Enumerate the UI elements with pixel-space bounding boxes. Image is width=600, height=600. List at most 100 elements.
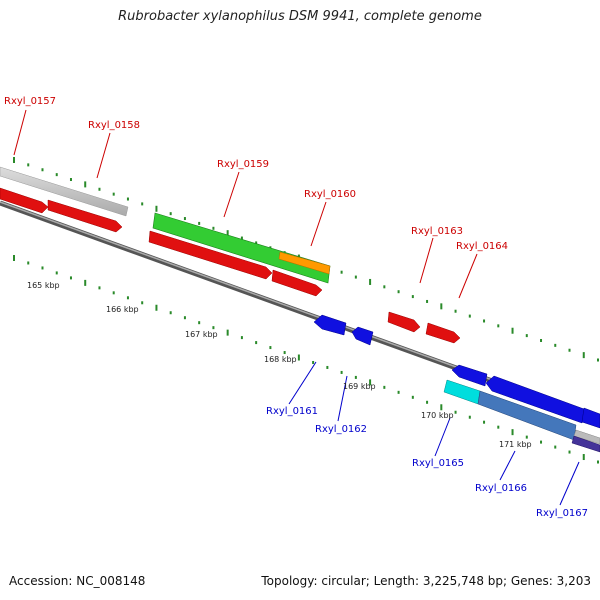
- gene-arrow-rxyl-0161[interactable]: [313, 314, 347, 336]
- minor-tick: [198, 321, 201, 325]
- gene-arrow-rxyl-0165[interactable]: [451, 364, 488, 387]
- gene-arrow-rxyl-0160[interactable]: [148, 230, 273, 280]
- gene-label-rxyl-0161[interactable]: Rxyl_0161: [266, 406, 318, 417]
- minor-tick: [568, 348, 571, 352]
- gene-label-rxyl-0166[interactable]: Rxyl_0166: [475, 483, 527, 494]
- minor-tick: [283, 351, 286, 355]
- major-tick: [84, 181, 87, 188]
- scale-label-170: 170 kbp: [421, 411, 454, 420]
- minor-tick: [468, 314, 471, 318]
- minor-tick: [483, 319, 486, 323]
- minor-tick: [426, 299, 429, 303]
- major-tick: [582, 454, 585, 461]
- accession-text: Accession: NC_008148: [9, 574, 146, 588]
- minor-tick: [383, 285, 386, 289]
- minor-tick: [525, 334, 528, 338]
- gene-arrow-rxyl-0162[interactable]: [351, 326, 374, 346]
- scale-label-165: 165 kbp: [27, 281, 60, 290]
- minor-tick: [525, 435, 528, 439]
- scale-label-166: 166 kbp: [106, 305, 139, 314]
- minor-tick: [454, 309, 457, 313]
- gene-label-rxyl-0167[interactable]: Rxyl_0167: [536, 508, 588, 519]
- minor-tick: [141, 301, 144, 305]
- minor-tick: [126, 197, 129, 201]
- major-tick: [297, 354, 300, 361]
- gene-label-rxyl-0158[interactable]: Rxyl_0158: [88, 120, 140, 131]
- gene-arrow-forward-1[interactable]: [0, 187, 49, 214]
- minor-tick: [98, 286, 101, 290]
- minor-tick: [411, 395, 414, 399]
- major-tick: [155, 304, 158, 311]
- gene-arrow-rxyl-0166[interactable]: [485, 375, 600, 429]
- label-leader-lines: [13, 109, 580, 506]
- minor-tick: [169, 212, 172, 216]
- scale-label-167: 167 kbp: [185, 330, 218, 339]
- tick-row-bottom: [13, 255, 599, 464]
- minor-tick: [497, 324, 500, 328]
- gene-arrow-rxyl-0164[interactable]: [425, 322, 461, 344]
- minor-tick: [198, 221, 201, 225]
- minor-tick: [340, 270, 343, 274]
- minor-tick: [597, 358, 599, 362]
- minor-tick: [169, 311, 172, 315]
- minor-tick: [269, 346, 272, 350]
- major-tick: [582, 352, 585, 359]
- major-tick: [369, 379, 372, 386]
- gene-bar-rxyl-0157[interactable]: [0, 166, 129, 217]
- minor-tick: [255, 241, 258, 245]
- gene-bar-rxyl-0167[interactable]: [443, 379, 600, 453]
- minor-tick: [255, 341, 258, 345]
- minor-tick: [183, 217, 186, 221]
- minor-tick: [55, 271, 58, 275]
- minor-tick: [497, 425, 500, 429]
- major-tick: [226, 329, 229, 336]
- minor-tick: [468, 415, 471, 419]
- minor-tick: [397, 290, 400, 294]
- minor-tick: [597, 460, 599, 464]
- minor-tick: [41, 168, 44, 172]
- gene-arrow-rxyl-0163[interactable]: [387, 311, 421, 333]
- major-tick: [511, 327, 514, 334]
- major-tick: [511, 429, 514, 436]
- minor-tick: [27, 163, 30, 167]
- minor-tick: [41, 266, 44, 270]
- major-tick: [13, 255, 15, 261]
- gene-label-rxyl-0162[interactable]: Rxyl_0162: [315, 424, 367, 435]
- minor-tick: [212, 226, 215, 230]
- map-title: Rubrobacter xylanophilus DSM 9941, compl…: [118, 9, 482, 24]
- minor-tick: [554, 343, 557, 347]
- minor-tick: [69, 178, 72, 182]
- minor-tick: [554, 445, 557, 449]
- minor-tick: [483, 420, 486, 424]
- minor-tick: [183, 316, 186, 320]
- major-tick: [13, 157, 15, 163]
- gene-label-rxyl-0164[interactable]: Rxyl_0164: [456, 241, 508, 252]
- major-tick: [440, 303, 443, 310]
- minor-tick: [55, 173, 58, 177]
- major-tick: [84, 279, 87, 286]
- minor-tick: [27, 261, 30, 265]
- minor-tick: [112, 192, 115, 196]
- minor-tick: [540, 440, 543, 444]
- minor-tick: [354, 375, 357, 379]
- gene-bar-rxyl-0159[interactable]: [152, 212, 331, 284]
- minor-tick: [240, 336, 243, 340]
- gene-label-rxyl-0157[interactable]: Rxyl_0157: [4, 96, 56, 107]
- gene-arrow-forward-2[interactable]: [271, 269, 323, 297]
- minor-tick: [354, 275, 357, 279]
- scale-label-171: 171 kbp: [499, 440, 532, 449]
- minor-tick: [397, 390, 400, 394]
- minor-tick: [340, 370, 343, 374]
- minor-tick: [126, 296, 129, 300]
- minor-tick: [312, 360, 315, 364]
- gene-label-rxyl-0159[interactable]: Rxyl_0159: [217, 159, 269, 170]
- gene-arrow-rxyl-0158[interactable]: [47, 199, 123, 233]
- gene-label-rxyl-0165[interactable]: Rxyl_0165: [412, 458, 464, 469]
- major-tick: [440, 404, 443, 411]
- minor-tick: [98, 187, 101, 191]
- minor-tick: [240, 236, 243, 240]
- gene-label-rxyl-0163[interactable]: Rxyl_0163: [411, 226, 463, 237]
- gene-label-rxyl-0160[interactable]: Rxyl_0160: [304, 189, 356, 200]
- minor-tick: [383, 385, 386, 389]
